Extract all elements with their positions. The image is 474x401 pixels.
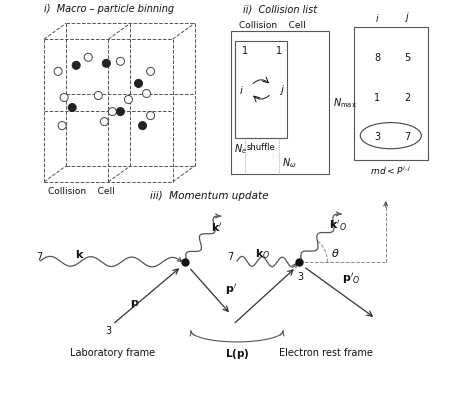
Text: Laboratory frame: Laboratory frame bbox=[70, 347, 155, 357]
Text: $\mathbf{p}'$: $\mathbf{p}'$ bbox=[225, 281, 237, 296]
Text: 1: 1 bbox=[276, 46, 283, 56]
Text: 3: 3 bbox=[374, 132, 381, 141]
Circle shape bbox=[60, 94, 68, 102]
Circle shape bbox=[84, 54, 92, 62]
Circle shape bbox=[117, 108, 125, 116]
Circle shape bbox=[102, 60, 110, 68]
Text: Collision    Cell: Collision Cell bbox=[239, 21, 306, 30]
Text: $i$: $i$ bbox=[238, 84, 244, 96]
Text: 1: 1 bbox=[242, 46, 248, 56]
Text: $\mathbf{p}'_O$: $\mathbf{p}'_O$ bbox=[342, 270, 361, 285]
Circle shape bbox=[143, 90, 151, 98]
Circle shape bbox=[125, 96, 132, 104]
Text: $\mathbf{k}'$: $\mathbf{k}'$ bbox=[211, 220, 222, 233]
Circle shape bbox=[146, 68, 155, 76]
Text: $\mathbf{k}'_O$: $\mathbf{k}'_O$ bbox=[329, 217, 347, 232]
Text: $\mathbf{L(p)}$: $\mathbf{L(p)}$ bbox=[225, 346, 249, 360]
Text: Electron rest frame: Electron rest frame bbox=[279, 347, 373, 357]
Text: $\mathbf{k}$: $\mathbf{k}$ bbox=[75, 247, 85, 259]
Text: $N_{\mathrm{max}}$: $N_{\mathrm{max}}$ bbox=[334, 96, 357, 110]
Bar bbox=[235, 42, 287, 138]
Circle shape bbox=[117, 58, 125, 66]
Text: $j$: $j$ bbox=[404, 10, 410, 24]
Text: 3: 3 bbox=[105, 326, 111, 336]
Text: shuffle: shuffle bbox=[247, 142, 275, 151]
Text: iii)  Momentum update: iii) Momentum update bbox=[150, 190, 268, 200]
Circle shape bbox=[146, 112, 155, 120]
Circle shape bbox=[135, 80, 143, 88]
Text: Collision    Cell: Collision Cell bbox=[48, 186, 115, 195]
Text: $\mathbf{p}$: $\mathbf{p}$ bbox=[130, 297, 139, 309]
Text: $\theta$: $\theta$ bbox=[331, 246, 340, 258]
Text: ii)  Collision list: ii) Collision list bbox=[243, 4, 317, 14]
Text: $N_e$: $N_e$ bbox=[234, 142, 247, 155]
Text: i)  Macro – particle binning: i) Macro – particle binning bbox=[44, 4, 174, 14]
Text: 1: 1 bbox=[374, 93, 381, 103]
Text: $j$: $j$ bbox=[279, 83, 285, 97]
Text: 2: 2 bbox=[404, 93, 410, 103]
Text: $rnd < P^{i,j}$: $rnd < P^{i,j}$ bbox=[370, 164, 411, 177]
Text: 7: 7 bbox=[227, 252, 233, 261]
Text: $N_{\omega}$: $N_{\omega}$ bbox=[283, 156, 297, 170]
Text: 7: 7 bbox=[36, 252, 42, 261]
Text: 3: 3 bbox=[298, 271, 303, 282]
Circle shape bbox=[54, 68, 62, 76]
Circle shape bbox=[100, 118, 109, 126]
Circle shape bbox=[109, 108, 117, 116]
Circle shape bbox=[138, 122, 146, 130]
Text: 8: 8 bbox=[374, 53, 381, 63]
Circle shape bbox=[72, 62, 80, 70]
Text: $\mathbf{k}_O$: $\mathbf{k}_O$ bbox=[255, 247, 271, 260]
Bar bbox=[354, 28, 428, 160]
Circle shape bbox=[68, 104, 76, 112]
Bar bbox=[231, 32, 329, 174]
Circle shape bbox=[58, 122, 66, 130]
Text: $i$: $i$ bbox=[375, 12, 380, 24]
Text: 7: 7 bbox=[404, 132, 410, 141]
Text: 5: 5 bbox=[404, 53, 410, 63]
Circle shape bbox=[94, 92, 102, 100]
